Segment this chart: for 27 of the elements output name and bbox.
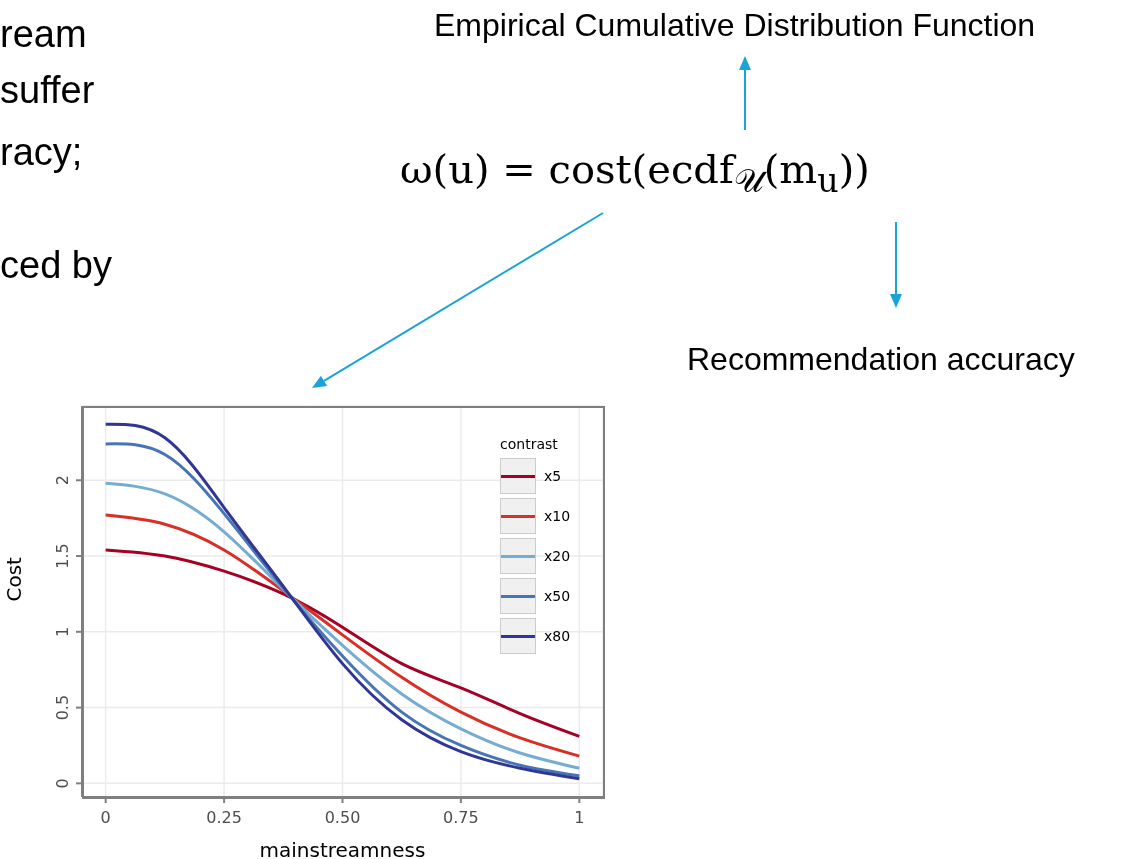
- legend-label: x50: [544, 588, 571, 604]
- legend-label: x80: [544, 628, 571, 644]
- text: ced by: [0, 243, 112, 288]
- y-tick-label: 2: [53, 475, 72, 486]
- text: Empirical Cumulative Distribution Function: [434, 6, 1036, 45]
- x-tick-label: 1: [574, 808, 585, 827]
- x-tick-label: 0.25: [206, 808, 242, 827]
- x-tick-label: 0.50: [324, 808, 361, 827]
- text: ω(u) = cost(ecdf$_{𝒰}$(m$_{u}$)): [400, 145, 870, 201]
- y-axis-title: Cost: [2, 556, 27, 602]
- line-series: [104, 513, 581, 758]
- y-tick-label: 0: [53, 778, 72, 789]
- legend-label: x20: [544, 548, 571, 564]
- text: ream: [0, 12, 87, 57]
- y-tick-label: 0.5: [53, 694, 72, 721]
- text: suffer: [0, 68, 95, 113]
- line-series: [104, 548, 581, 738]
- legend-label: x10: [544, 508, 571, 524]
- x-axis-title: mainstreamness: [259, 838, 426, 859]
- y-tick-label: 1: [53, 626, 72, 637]
- x-tick-label: 0: [100, 808, 111, 827]
- x-tick-label: 0.75: [443, 808, 479, 827]
- legend-title: contrast: [500, 436, 559, 452]
- text: Recommendation accuracy: [687, 340, 1075, 379]
- y-tick-label: 1.5: [53, 543, 72, 569]
- legend-label: x5: [544, 468, 562, 484]
- text: racy;: [0, 130, 83, 175]
